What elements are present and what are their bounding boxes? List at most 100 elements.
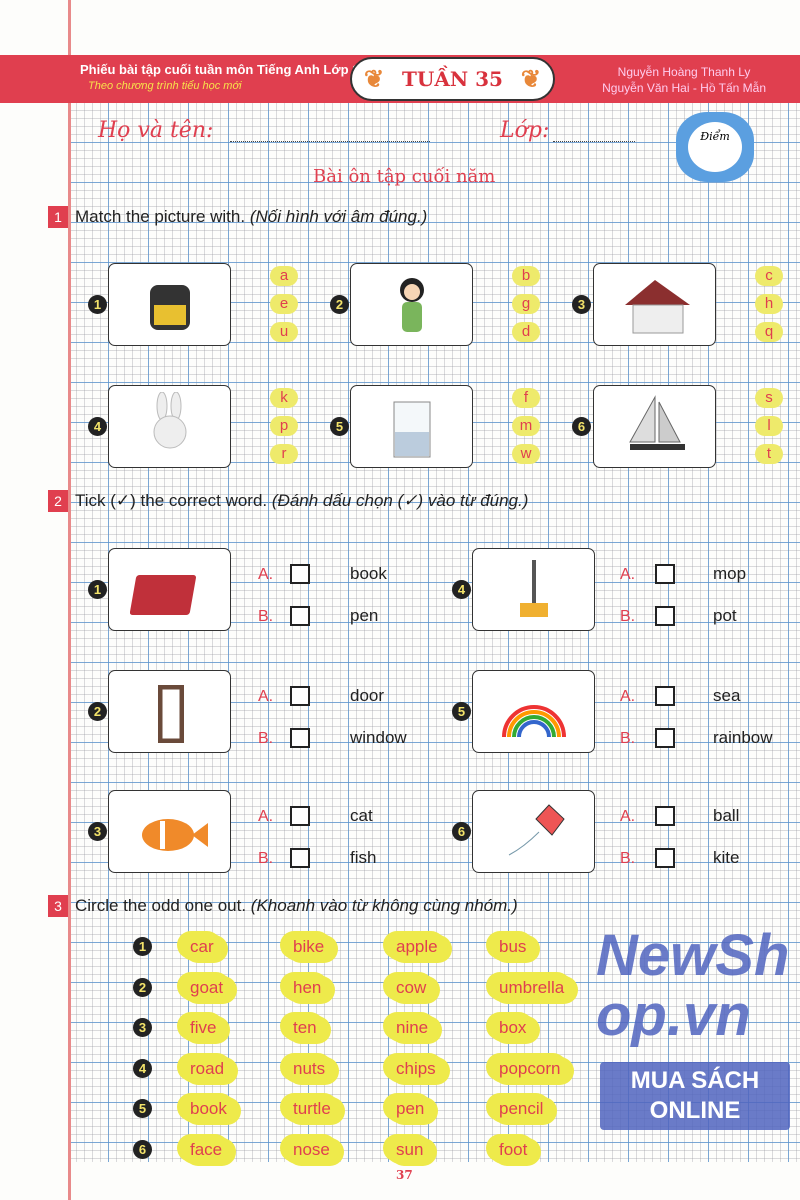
option-label: A. xyxy=(620,566,636,583)
glass-of-water-icon xyxy=(393,401,430,457)
word-option[interactable]: umbrella xyxy=(489,973,575,1002)
answer-checkbox[interactable] xyxy=(655,848,675,868)
instruction-en: Circle the odd one out. xyxy=(75,896,247,915)
word-option[interactable]: nine xyxy=(386,1014,439,1042)
word-option[interactable]: face xyxy=(180,1135,233,1164)
answer-word: book xyxy=(350,564,387,583)
sound-option[interactable]: w xyxy=(512,444,540,464)
item-number: 3 xyxy=(572,295,591,314)
worksheet-subtitle: Theo chương trình tiểu học mới xyxy=(88,80,242,92)
sound-option[interactable]: k xyxy=(270,388,298,408)
sound-option[interactable]: g xyxy=(512,294,540,314)
word-option[interactable]: sun xyxy=(386,1135,434,1164)
answer-checkbox[interactable] xyxy=(655,606,675,626)
word-option[interactable]: chips xyxy=(386,1054,446,1083)
picture-rabbit xyxy=(108,385,231,468)
word-option[interactable]: nuts xyxy=(283,1054,336,1083)
answer-checkbox[interactable] xyxy=(290,806,310,826)
sound-option[interactable]: f xyxy=(512,388,540,408)
word-option[interactable]: bike xyxy=(283,933,335,961)
word-option[interactable]: cow xyxy=(386,973,437,1002)
item-number: 1 xyxy=(88,295,107,314)
answer-checkbox[interactable] xyxy=(655,564,675,584)
word-option[interactable]: book xyxy=(180,1095,237,1123)
exercise3-instruction: Circle the odd one out. (Khoanh vào từ k… xyxy=(75,896,518,916)
word-option[interactable]: popcorn xyxy=(489,1054,571,1083)
word-option[interactable]: five xyxy=(180,1014,227,1042)
sound-option[interactable]: t xyxy=(755,444,783,464)
word-option[interactable]: foot xyxy=(489,1135,538,1164)
exercise2-instruction: Tick (✓) the correct word. (Đánh dấu chọ… xyxy=(75,491,528,511)
sound-option[interactable]: r xyxy=(270,444,298,464)
word-option[interactable]: apple xyxy=(386,933,448,961)
exercise1-instruction: Match the picture with. (Nối hình với âm… xyxy=(75,207,427,227)
sound-option[interactable]: b xyxy=(512,266,540,286)
picture-glass-of-water xyxy=(350,385,473,468)
sound-option[interactable]: m xyxy=(512,416,540,436)
option-label: B. xyxy=(258,850,274,867)
class-field[interactable] xyxy=(553,140,635,142)
picture-doll xyxy=(350,263,473,346)
option-label: B. xyxy=(620,730,636,747)
answer-checkbox[interactable] xyxy=(290,848,310,868)
option-label: A. xyxy=(620,688,636,705)
answer-checkbox[interactable] xyxy=(290,606,310,626)
word-option[interactable]: pen xyxy=(386,1095,435,1123)
item-number: 6 xyxy=(452,822,471,841)
answer-checkbox[interactable] xyxy=(655,686,675,706)
rainbow-icon xyxy=(501,704,566,737)
sound-option[interactable]: c xyxy=(755,266,783,286)
sound-option[interactable]: u xyxy=(270,322,298,342)
answer-checkbox[interactable] xyxy=(290,728,310,748)
word-option[interactable]: box xyxy=(489,1014,537,1042)
item-number: 2 xyxy=(88,702,107,721)
item-number: 1 xyxy=(88,580,107,599)
name-field[interactable] xyxy=(230,140,430,142)
exercise-number: 3 xyxy=(48,895,68,917)
answer-checkbox[interactable] xyxy=(290,564,310,584)
word-option[interactable]: car xyxy=(180,933,224,961)
word-option[interactable]: nose xyxy=(283,1135,340,1164)
option-label: B. xyxy=(620,608,636,625)
word-option[interactable]: bus xyxy=(489,933,537,961)
word-option[interactable]: goat xyxy=(180,973,234,1002)
margin-line xyxy=(68,0,71,1200)
watermark-banner: MUA SÁCH ONLINE xyxy=(600,1062,790,1130)
word-option[interactable]: road xyxy=(180,1054,235,1083)
answer-checkbox[interactable] xyxy=(655,728,675,748)
item-number: 6 xyxy=(572,417,591,436)
picture-kite xyxy=(472,790,595,873)
row-number: 4 xyxy=(133,1058,152,1078)
answer-checkbox[interactable] xyxy=(655,806,675,826)
sound-option[interactable]: a xyxy=(270,266,298,286)
instruction-vi: (Khoanh vào từ không cùng nhóm.) xyxy=(250,896,518,915)
sound-option[interactable]: s xyxy=(755,388,783,408)
ornament-icon: ❦ xyxy=(364,64,385,93)
word-option[interactable]: pencil xyxy=(489,1095,554,1123)
author-line: Nguyễn Văn Hai - Hồ Tấn Mẫn xyxy=(602,81,766,95)
sound-option[interactable]: e xyxy=(270,294,298,314)
option-label: A. xyxy=(258,566,274,583)
rabbit-icon xyxy=(153,391,186,448)
sound-option[interactable]: d xyxy=(512,322,540,342)
word-option[interactable]: hen xyxy=(283,973,332,1002)
picture-fish xyxy=(108,790,231,873)
answer-word: pen xyxy=(350,606,379,625)
mop-icon xyxy=(519,559,548,617)
sound-option[interactable]: l xyxy=(755,416,783,436)
item-number: 3 xyxy=(88,822,107,841)
sound-option[interactable]: p xyxy=(270,416,298,436)
picture-door xyxy=(108,670,231,753)
sound-option[interactable]: h xyxy=(755,294,783,314)
word-option[interactable]: ten xyxy=(283,1014,327,1042)
fish-icon xyxy=(141,818,208,851)
exercise-number: 1 xyxy=(48,206,68,228)
answer-checkbox[interactable] xyxy=(290,686,310,706)
answer-word: sea xyxy=(713,686,741,705)
exercise-number: 2 xyxy=(48,490,68,512)
item-number: 5 xyxy=(330,417,349,436)
item-number: 2 xyxy=(330,295,349,314)
word-option[interactable]: turtle xyxy=(283,1095,341,1123)
sound-option[interactable]: q xyxy=(755,322,783,342)
answer-word: door xyxy=(350,686,385,705)
